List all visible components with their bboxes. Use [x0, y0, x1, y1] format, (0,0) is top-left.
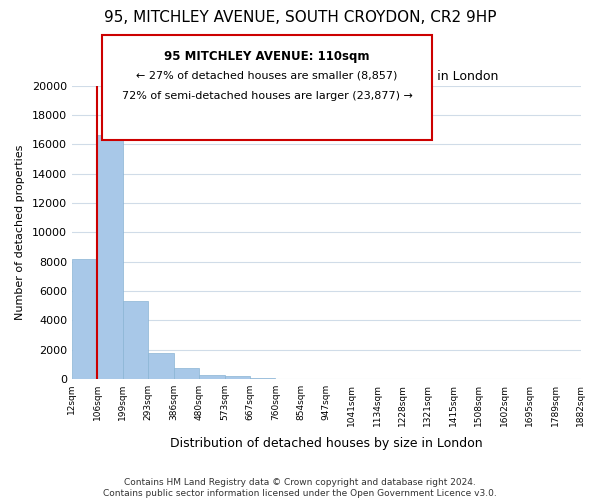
Text: 95, MITCHLEY AVENUE, SOUTH CROYDON, CR2 9HP: 95, MITCHLEY AVENUE, SOUTH CROYDON, CR2 … — [104, 10, 496, 25]
Bar — [148, 352, 173, 379]
Title: Size of property relative to detached houses in London: Size of property relative to detached ho… — [155, 70, 498, 83]
Bar — [250, 378, 275, 379]
Bar — [173, 368, 199, 379]
Text: 72% of semi-detached houses are larger (23,877) →: 72% of semi-detached houses are larger (… — [122, 91, 412, 101]
Text: 95 MITCHLEY AVENUE: 110sqm: 95 MITCHLEY AVENUE: 110sqm — [164, 50, 370, 63]
Y-axis label: Number of detached properties: Number of detached properties — [15, 144, 25, 320]
Bar — [97, 136, 123, 379]
X-axis label: Distribution of detached houses by size in London: Distribution of detached houses by size … — [170, 437, 482, 450]
Text: ← 27% of detached houses are smaller (8,857): ← 27% of detached houses are smaller (8,… — [136, 71, 398, 81]
Bar — [199, 375, 224, 379]
Bar — [224, 376, 250, 379]
Bar — [72, 258, 97, 379]
Bar — [123, 301, 148, 379]
Text: Contains HM Land Registry data © Crown copyright and database right 2024.
Contai: Contains HM Land Registry data © Crown c… — [103, 478, 497, 498]
